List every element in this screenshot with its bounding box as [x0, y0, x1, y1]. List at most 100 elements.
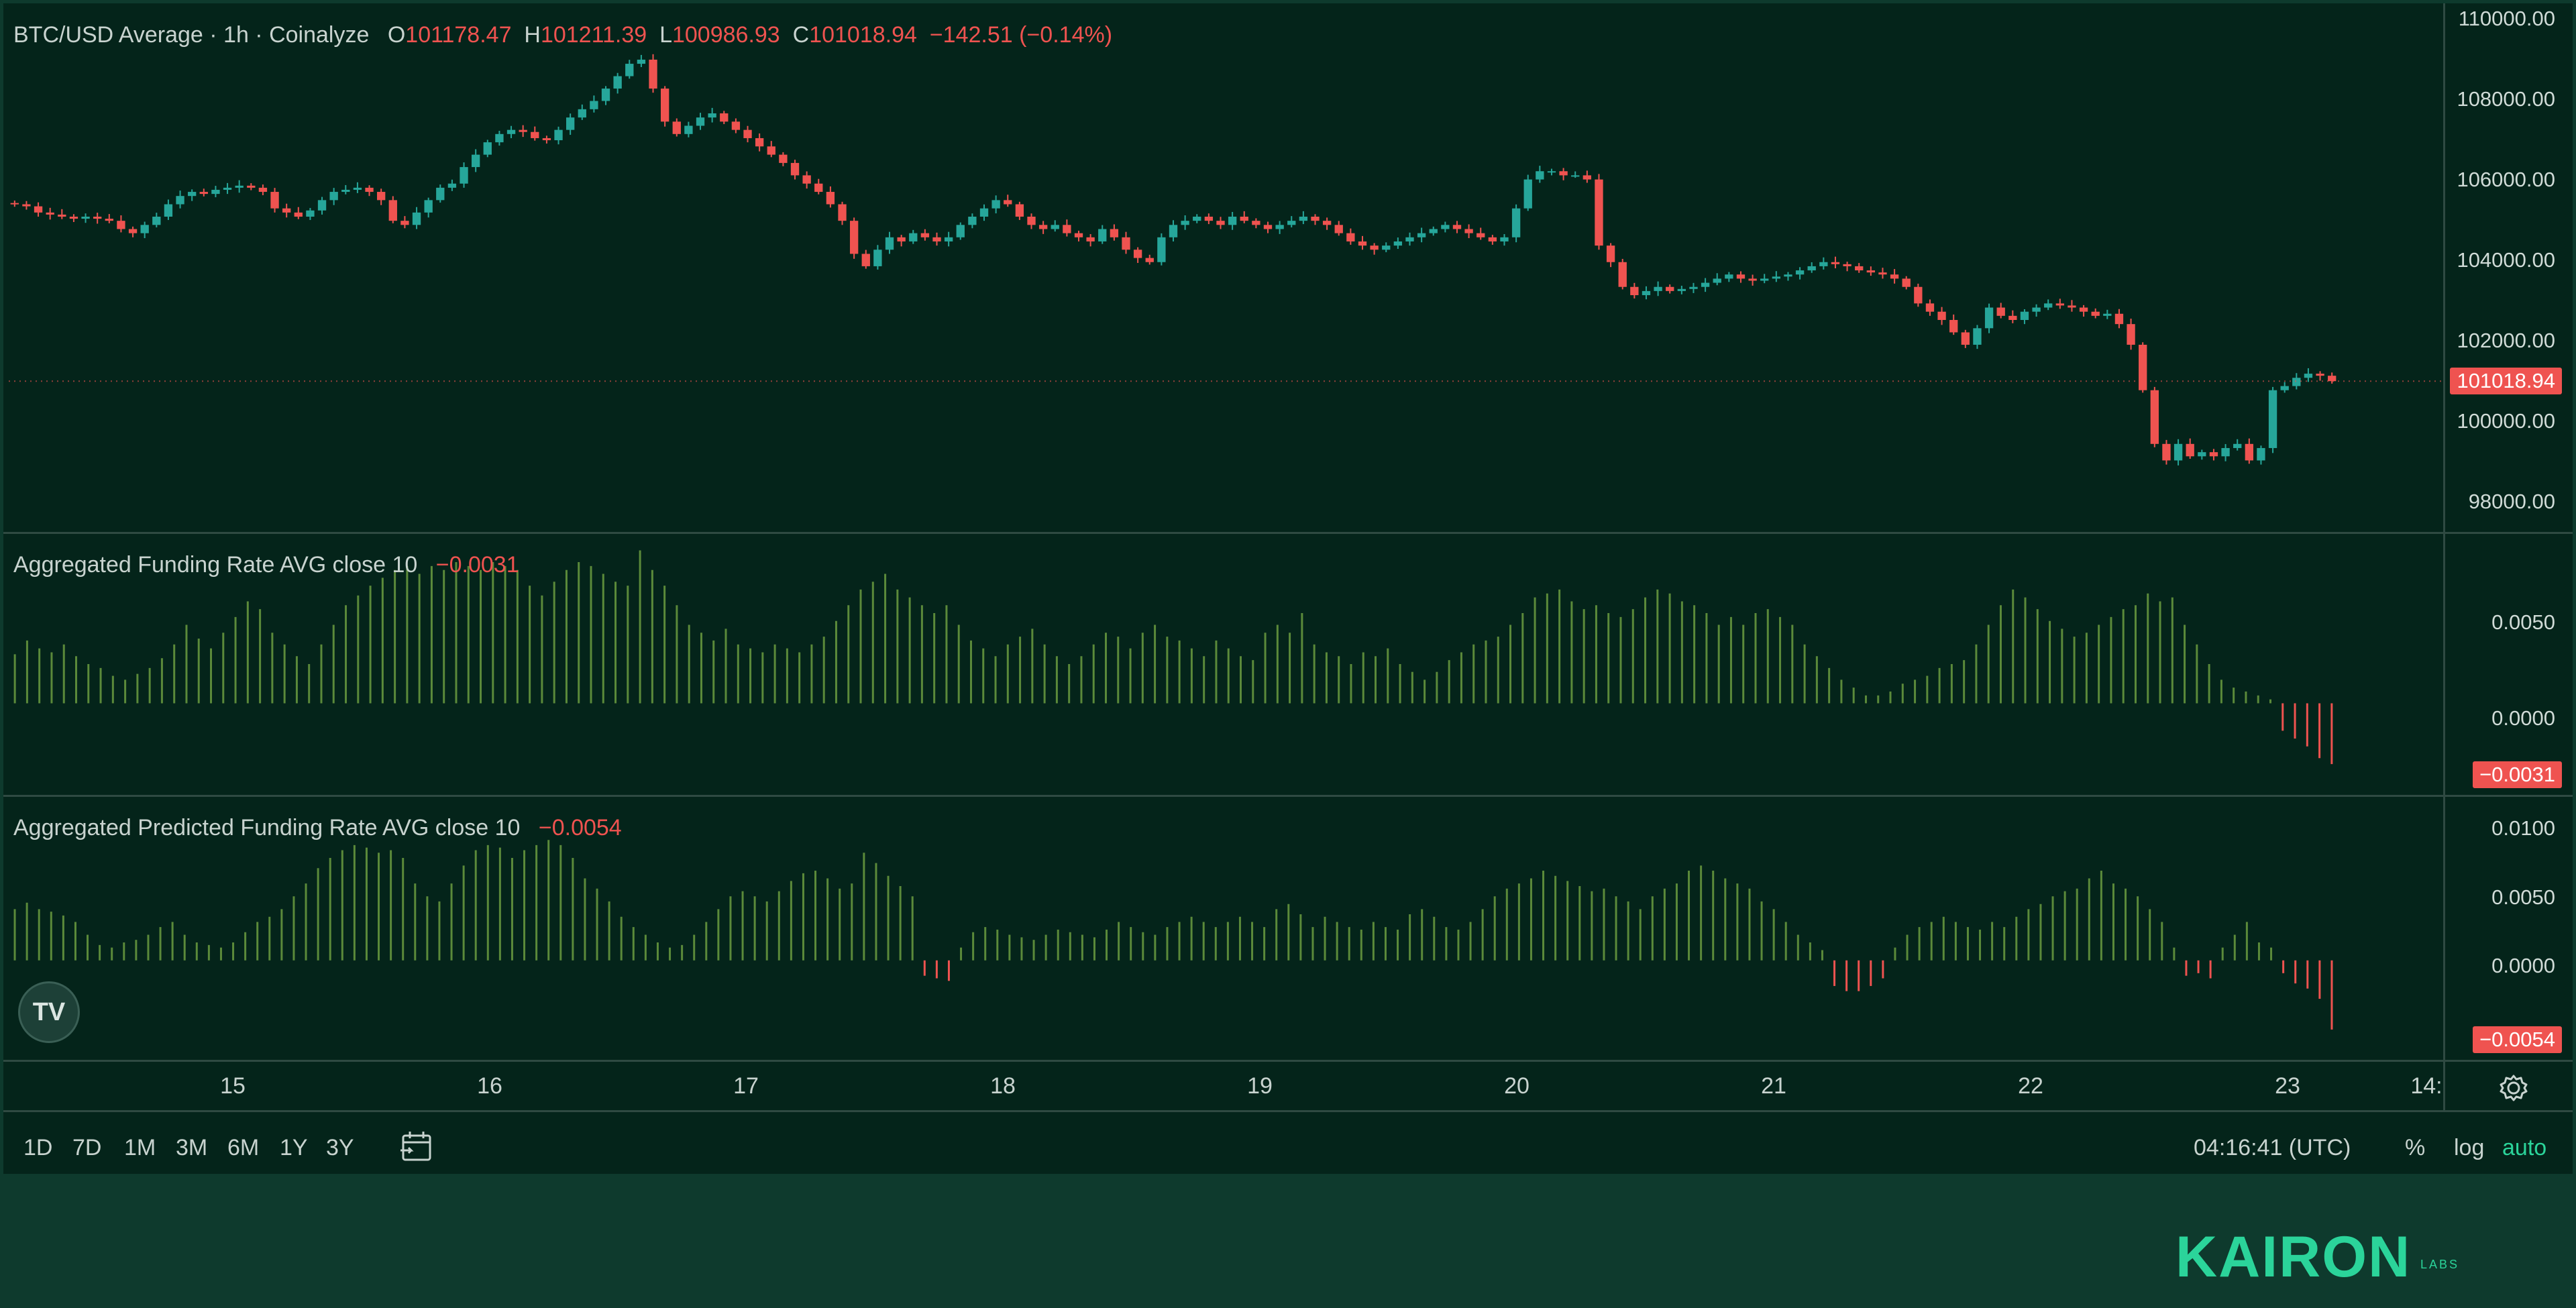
brand-suffix: LABS: [2420, 1258, 2460, 1271]
candle-body: [2257, 447, 2265, 461]
candle-body: [1784, 274, 1792, 277]
predicted-value: −0.0054: [538, 815, 622, 840]
candle-body: [542, 138, 551, 141]
candle-body: [176, 196, 184, 205]
candle-body: [353, 187, 362, 190]
candle-body: [578, 109, 586, 118]
candle-body: [1452, 225, 1462, 229]
candle-body: [1937, 311, 1946, 320]
candle-body: [1595, 179, 1603, 246]
candle-body: [1772, 276, 1781, 279]
candle-body: [2316, 374, 2324, 376]
candle-body: [447, 183, 457, 188]
candle-body: [223, 187, 232, 190]
open-label: O: [387, 22, 406, 48]
pane-separator[interactable]: [3, 532, 2573, 534]
tradingview-logo-icon[interactable]: TV: [18, 981, 80, 1043]
price-tick: 100000.00: [2457, 409, 2555, 433]
candle-body: [1571, 175, 1580, 177]
timeframe-3m-button[interactable]: 3M: [176, 1135, 208, 1160]
funding-title[interactable]: Aggregated Funding Rate AVG close 10: [13, 552, 418, 578]
funding-tick: 0.0050: [2491, 610, 2555, 634]
chart-canvas[interactable]: [3, 3, 2573, 1174]
pane-separator: [3, 1110, 2573, 1112]
timeframe-1d-button[interactable]: 1D: [23, 1135, 53, 1160]
candle-body: [909, 233, 918, 241]
candle-body: [58, 214, 66, 217]
time-tick: 20: [1504, 1073, 1529, 1099]
chart-frame[interactable]: BTC/USD Average · 1h · Coinalyze O101178…: [3, 3, 2573, 1174]
candle-body: [1145, 258, 1154, 262]
log-scale-toggle[interactable]: log: [2454, 1135, 2485, 1160]
candle-body: [979, 208, 989, 217]
candle-body: [258, 187, 268, 193]
candle-body: [1086, 237, 1095, 241]
high-label: H: [524, 22, 541, 48]
candle-body: [1984, 307, 1994, 329]
timeframe-7d-button[interactable]: 7D: [72, 1135, 102, 1160]
candle-body: [22, 204, 31, 207]
timeframe-3y-button[interactable]: 3Y: [326, 1135, 354, 1160]
candle-body: [1795, 270, 1805, 275]
candle-body: [105, 219, 113, 221]
candle-body: [1949, 320, 1958, 333]
candle-body: [2032, 307, 2041, 312]
candle-body: [247, 185, 256, 188]
candle-body: [1914, 286, 1923, 304]
percent-scale-toggle[interactable]: %: [2405, 1135, 2426, 1160]
candle-body: [885, 237, 894, 250]
candle-body: [483, 142, 492, 155]
candle-body: [1228, 217, 1237, 225]
candle-body: [1358, 241, 1367, 246]
timeframe-1m-button[interactable]: 1M: [124, 1135, 156, 1160]
candle-body: [140, 225, 149, 233]
candle-body: [1405, 237, 1414, 241]
candle-body: [46, 212, 54, 215]
candle-body: [720, 113, 729, 122]
candle-body: [1819, 262, 1828, 266]
candle-body: [164, 204, 173, 217]
candle-body: [684, 125, 693, 134]
candle-body: [2044, 303, 2053, 308]
candle-body: [1630, 286, 1639, 296]
candle-body: [755, 138, 764, 147]
candle-body: [2209, 452, 2218, 457]
pane-separator[interactable]: [3, 795, 2573, 797]
calendar-range-icon[interactable]: [398, 1129, 435, 1165]
candle-body: [1807, 266, 1816, 271]
candle-body: [519, 129, 527, 132]
auto-scale-toggle[interactable]: auto: [2502, 1135, 2547, 1160]
candle-body: [649, 59, 657, 89]
candle-body: [790, 162, 800, 176]
candle-body: [731, 121, 741, 130]
candle-body: [1488, 237, 1497, 241]
candle-body: [1252, 221, 1260, 225]
candle-body: [1748, 278, 1757, 281]
close-value: 101018.94: [809, 22, 917, 48]
candle-body: [460, 167, 468, 184]
candle-body: [708, 113, 716, 118]
candle-body: [400, 221, 409, 225]
predicted-tick: 0.0050: [2491, 885, 2555, 909]
timeframe-6m-button[interactable]: 6M: [227, 1135, 260, 1160]
timeframe-1y-button[interactable]: 1Y: [280, 1135, 308, 1160]
candle-body: [1642, 290, 1651, 296]
candle-body: [1666, 286, 1674, 291]
candle-body: [1701, 282, 1710, 287]
candle-body: [566, 117, 575, 130]
gear-icon[interactable]: [2498, 1072, 2530, 1104]
funding-legend: Aggregated Funding Rate AVG close 10 −0.…: [13, 552, 519, 578]
price-tick: 106000.00: [2457, 168, 2555, 191]
price-tick: 102000.00: [2457, 329, 2555, 352]
utc-clock[interactable]: 04:16:41 (UTC): [2194, 1135, 2351, 1160]
predicted-title[interactable]: Aggregated Predicted Funding Rate AVG cl…: [13, 815, 521, 840]
symbol-title[interactable]: BTC/USD Average · 1h · Coinalyze: [13, 22, 370, 48]
candle-body: [1322, 221, 1332, 225]
candle-body: [1382, 246, 1391, 250]
candle-body: [2174, 443, 2183, 461]
candle-body: [590, 101, 598, 109]
candle-body: [1523, 179, 1532, 209]
candle-body: [1855, 266, 1864, 271]
candle-body: [2233, 443, 2242, 448]
candle-body: [660, 89, 669, 122]
